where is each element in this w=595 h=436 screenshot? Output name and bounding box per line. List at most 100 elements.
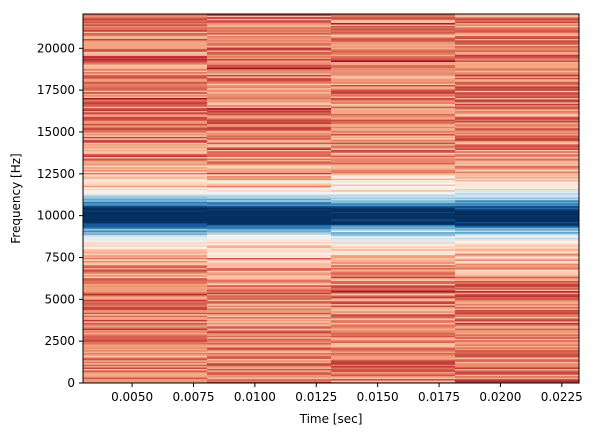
spectrogram-cell bbox=[455, 19, 580, 22]
spectrogram-cell bbox=[455, 145, 580, 148]
spectrogram-cell bbox=[455, 58, 580, 61]
spectrogram-cell bbox=[83, 184, 208, 186]
spectrogram-cell bbox=[331, 235, 456, 238]
spectrogram-cell bbox=[331, 94, 456, 97]
spectrogram-cell bbox=[455, 295, 580, 297]
spectrogram-cell bbox=[207, 295, 332, 297]
spectrogram-cell bbox=[207, 197, 332, 199]
spectrogram-cell bbox=[455, 91, 580, 94]
spectrogram-cell bbox=[455, 338, 580, 341]
spectrogram-cell bbox=[207, 202, 332, 205]
spectrogram-cell bbox=[331, 15, 456, 18]
spectrogram-cell bbox=[455, 211, 580, 214]
spectrogram-cell bbox=[83, 267, 208, 270]
spectrogram-cell bbox=[331, 34, 456, 37]
spectrogram-cell bbox=[207, 31, 332, 34]
spectrogram-cell bbox=[207, 208, 332, 211]
spectrogram-cell bbox=[207, 61, 332, 64]
spectrogram-cell bbox=[331, 117, 456, 120]
spectrogram-cell bbox=[331, 29, 456, 32]
spectrogram-cell bbox=[331, 348, 456, 351]
spectrogram-cell bbox=[331, 179, 456, 182]
spectrogram-cell bbox=[83, 93, 208, 96]
spectrogram-cell bbox=[331, 243, 456, 246]
spectrogram-cell bbox=[331, 16, 456, 19]
spectrogram-cell bbox=[83, 212, 208, 215]
spectrogram-cell bbox=[455, 228, 580, 231]
spectrogram-cell bbox=[83, 21, 208, 24]
spectrogram-cell bbox=[83, 75, 208, 78]
spectrogram-cell bbox=[455, 152, 580, 155]
spectrogram-cell bbox=[83, 345, 208, 348]
spectrogram-cell bbox=[455, 107, 580, 110]
spectrogram-cell bbox=[331, 325, 456, 328]
spectrogram-cell bbox=[455, 122, 580, 124]
spectrogram-cell bbox=[83, 139, 208, 142]
spectrogram-cell bbox=[455, 246, 580, 248]
spectrogram-cell bbox=[207, 354, 332, 357]
spectrogram-cell bbox=[331, 143, 456, 146]
spectrogram-cell bbox=[331, 110, 456, 113]
spectrogram-cell bbox=[331, 266, 456, 269]
spectrogram-cell bbox=[331, 260, 456, 263]
spectrogram-cell bbox=[207, 310, 332, 313]
spectrogram-cell bbox=[83, 28, 208, 31]
spectrogram-cell bbox=[207, 259, 332, 261]
spectrogram-cell bbox=[83, 186, 208, 189]
spectrogram-cell bbox=[207, 65, 332, 68]
spectrogram-cell bbox=[331, 32, 456, 35]
spectrogram-cell bbox=[83, 52, 208, 55]
spectrogram-cell bbox=[455, 217, 580, 220]
spectrogram-cell bbox=[455, 352, 580, 355]
spectrogram-cell bbox=[83, 306, 208, 309]
spectrogram-cell bbox=[455, 280, 580, 283]
spectrogram-cell bbox=[455, 289, 580, 292]
spectrogram-cell bbox=[83, 57, 208, 60]
spectrogram-cell bbox=[83, 119, 208, 122]
spectrogram-cell bbox=[331, 221, 456, 224]
spectrogram-cell bbox=[455, 215, 580, 218]
spectrogram-cell bbox=[207, 143, 332, 146]
spectrogram-cell bbox=[331, 198, 456, 201]
spectrogram-cell bbox=[455, 61, 580, 64]
spectrogram-cell bbox=[207, 210, 332, 212]
spectrogram-cell bbox=[331, 361, 456, 364]
spectrogram-cell bbox=[455, 63, 580, 65]
spectrogram-cell bbox=[331, 152, 456, 155]
spectrogram-cell bbox=[207, 38, 332, 41]
spectrogram-cell bbox=[83, 100, 208, 103]
spectrogram-cell bbox=[455, 227, 580, 230]
spectrogram-cell bbox=[83, 237, 208, 240]
spectrogram-cell bbox=[331, 374, 456, 377]
spectrogram-cell bbox=[331, 349, 456, 352]
spectrogram-cell bbox=[331, 338, 456, 341]
spectrogram-cell bbox=[83, 78, 208, 81]
spectrogram-cell bbox=[207, 127, 332, 130]
spectrogram-cell bbox=[455, 273, 580, 276]
spectrogram-cell bbox=[207, 123, 332, 126]
spectrogram-cell bbox=[455, 286, 580, 289]
spectrogram-cell bbox=[83, 192, 208, 195]
spectrogram-cell bbox=[207, 44, 332, 47]
spectrogram-cell bbox=[83, 283, 208, 286]
spectrogram-cell bbox=[455, 163, 580, 166]
spectrogram-cell bbox=[83, 372, 208, 375]
spectrogram-cell bbox=[207, 163, 332, 166]
spectrogram-cell bbox=[207, 326, 332, 329]
spectrogram-cell bbox=[455, 377, 580, 380]
spectrogram-cell bbox=[207, 286, 332, 289]
spectrogram-cell bbox=[331, 142, 456, 145]
spectrogram-cell bbox=[207, 212, 332, 215]
spectrogram-cell bbox=[83, 199, 208, 202]
spectrogram-cell bbox=[455, 251, 580, 254]
y-tick-label: 20000 bbox=[37, 41, 75, 55]
spectrogram-cell bbox=[455, 244, 580, 247]
spectrogram-cell bbox=[207, 274, 332, 277]
spectrogram-cell bbox=[83, 240, 208, 243]
spectrogram-cell bbox=[83, 248, 208, 251]
spectrogram-cell bbox=[83, 18, 208, 21]
spectrogram-cell bbox=[207, 88, 332, 91]
spectrogram-cell bbox=[83, 333, 208, 336]
spectrogram-cell bbox=[207, 178, 332, 181]
